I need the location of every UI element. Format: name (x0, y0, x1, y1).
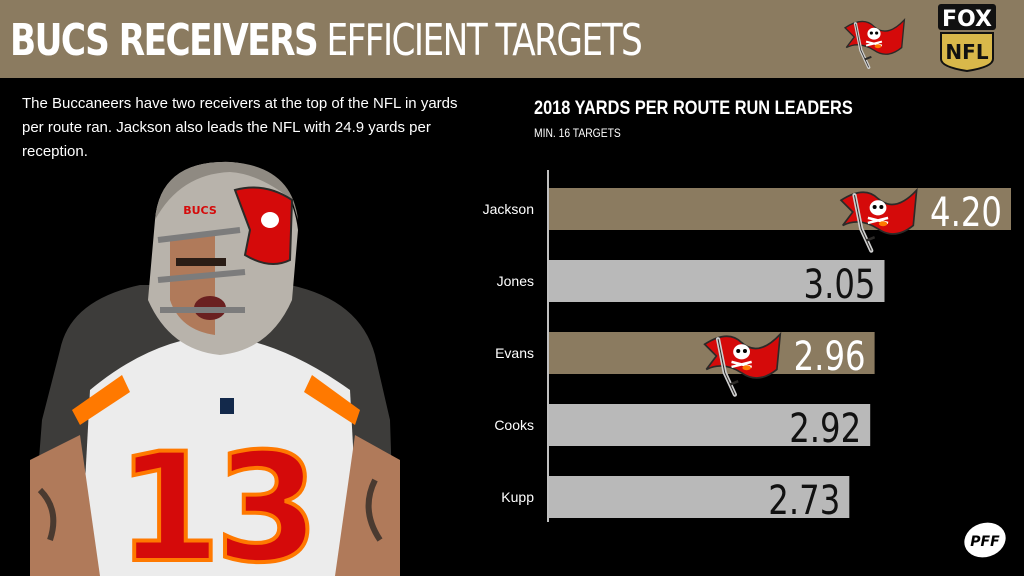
chart-title: 2018 YARDS PER ROUTE RUN LEADERS (534, 98, 853, 119)
page-title-bold: BUCS RECEIVERS (10, 14, 319, 66)
description-text: The Buccaneers have two receivers at the… (22, 95, 458, 160)
category-label-cooks: Cooks (494, 417, 534, 433)
chart-bars: Jackson 4.20 Jones 3.05 Evans 2.96 Cooks 2.92 Ku… (483, 188, 1011, 524)
fox-nfl-logo-icon: FOX NFL (938, 4, 996, 73)
page-title-light: EFFICIENT TARGETS (326, 14, 642, 66)
category-label-jackson: Jackson (483, 201, 534, 217)
header-banner: BUCS RECEIVERS EFFICIENT TARGETS FOX NFL (0, 0, 1024, 78)
value-label-jackson: 4.20 (930, 190, 1002, 236)
player-photo: 13 BUCS (30, 161, 400, 576)
category-label-kupp: Kupp (501, 489, 534, 505)
helmet-text: BUCS (183, 204, 217, 217)
value-label-cooks: 2.92 (789, 406, 861, 452)
chart-subtitle: MIN. 16 TARGETS (534, 126, 621, 140)
value-label-jones: 3.05 (804, 262, 876, 308)
network-logo-line1: FOX (942, 7, 992, 32)
pff-logo-text: PFF (970, 534, 1000, 550)
category-label-jones: Jones (497, 273, 534, 289)
bar-cooks (549, 404, 871, 446)
category-label-evans: Evans (495, 345, 534, 361)
page-title: BUCS RECEIVERS EFFICIENT TARGETS (10, 12, 643, 68)
jersey-number: 13 (117, 422, 314, 576)
value-label-kupp: 2.73 (768, 478, 840, 524)
value-label-evans: 2.96 (794, 334, 866, 380)
bucs-flag-icon (841, 190, 917, 250)
pff-logo-icon: PFF (964, 522, 1006, 558)
bar-jackson (549, 188, 1011, 230)
network-logo-line2: NFL (945, 40, 988, 64)
bucs-flag-icon (705, 334, 781, 394)
bar-kupp (549, 476, 850, 518)
bar-jones (549, 260, 885, 302)
